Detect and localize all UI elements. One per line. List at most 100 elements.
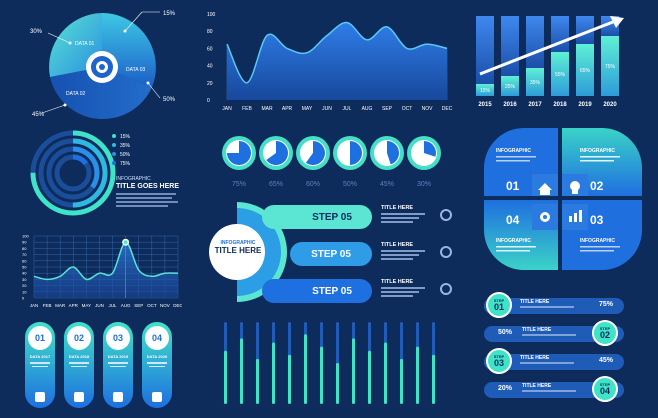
chart-icon: [152, 392, 162, 402]
area-xtick: SEP: [382, 106, 393, 112]
growth-bar-bg: [501, 16, 519, 76]
line-ytick: 60: [22, 258, 27, 263]
area-series-line: [226, 21, 448, 84]
line-ytick: 40: [22, 271, 27, 276]
chart-icon: [569, 210, 582, 222]
line-xtick: NOV: [160, 303, 170, 308]
lightbulb-icon: [570, 181, 580, 194]
lightbulb-icon: [440, 209, 452, 221]
step-list-percent: 45%: [599, 357, 614, 364]
column-card[interactable]: 03 DATA 2019: [103, 322, 133, 408]
vbar: [432, 354, 435, 404]
pie-callout-30: 30%: [30, 29, 43, 35]
line-xtick: DEC: [173, 303, 182, 308]
step-list-number: 02: [599, 330, 610, 340]
area-xtick: DEC: [442, 106, 453, 112]
infographic-label: INFOGRAPHIC: [116, 176, 151, 182]
step-list-number: 04: [599, 386, 610, 396]
step-list-percent: 75%: [599, 301, 614, 308]
step-pill[interactable]: STEP 05: [262, 205, 372, 229]
quad-infographic: INFOGRAPHIC INFOGRAPHIC INFOGRAPHIC INFO…: [484, 128, 642, 270]
line-xtick: AUG: [121, 303, 131, 308]
growth-arrow: [479, 18, 619, 76]
quad-number-03: 03: [590, 213, 604, 227]
area-xtick: FEB: [242, 106, 252, 112]
growth-bar-label: 55%: [555, 72, 566, 78]
radial-bar: [54, 154, 92, 192]
step-pill[interactable]: STEP 05: [290, 242, 372, 266]
area-ytick: 100: [207, 12, 216, 18]
step-title: TITLE HERE: [381, 205, 414, 211]
step-title: TITLE HERE: [381, 242, 414, 248]
area-xtick: JUL: [343, 106, 352, 112]
column-card[interactable]: 02 DATA 2018: [64, 322, 94, 408]
column-card[interactable]: 01 DATA 2017: [25, 322, 55, 408]
line-ytick: 80: [22, 246, 27, 251]
column-card[interactable]: 04 DATA 2020: [142, 322, 172, 408]
column-number: 04: [145, 326, 169, 350]
step-pill[interactable]: STEP 05: [262, 279, 372, 303]
vbar: [256, 358, 259, 404]
vbar: [320, 346, 323, 404]
line-ytick: 30: [22, 277, 27, 282]
step-list-title: TITLE HERE: [522, 383, 552, 389]
growth-bar-label: 25%: [505, 84, 516, 90]
radial-legend-dot: [112, 143, 116, 147]
step-pill-label: STEP 05: [311, 248, 351, 260]
percent-circle-label: 75%: [232, 181, 246, 188]
radial-bar: [30, 130, 116, 216]
radial-legend-label: 35%: [120, 143, 131, 149]
column-label: DATA 2019: [107, 354, 129, 359]
area-xtick: APR: [282, 106, 293, 112]
growth-bar-bg: [576, 16, 594, 44]
growth-bar-bg: [526, 16, 544, 68]
percent-circle-slice: [305, 141, 325, 165]
area-ytick: 20: [207, 81, 213, 87]
vbar: [352, 338, 355, 404]
growth-bar-year: 2015: [478, 102, 492, 108]
growth-bar: [551, 52, 569, 96]
step-list-badge: STEP 04: [592, 376, 618, 402]
pie-callout-50: 50%: [163, 97, 176, 103]
area-ytick: 0: [207, 98, 210, 104]
percent-circle-slice: [350, 141, 362, 165]
home-icon: [440, 246, 452, 258]
growth-bar: [576, 44, 594, 96]
home-icon: [35, 392, 45, 402]
pie-label-data03: DATA 03: [126, 67, 145, 73]
vbar: [304, 334, 307, 404]
percent-circle-label: 45%: [380, 181, 394, 188]
location-icon: [113, 392, 123, 402]
radial-legend-dot: [112, 152, 116, 156]
line-xtick: APR: [69, 303, 79, 308]
vertical-bars: [224, 322, 435, 404]
growth-bar-chart: 15% 2015 25% 2016 35% 2017 55% 2018 65% 2019 75% 20…: [476, 16, 624, 108]
area-ytick: 60: [207, 46, 213, 52]
radial-bar: [38, 138, 108, 208]
growth-bar: [526, 68, 544, 96]
radial-bar-chart: [30, 130, 116, 216]
vbar: [368, 350, 371, 404]
area-xtick: JUN: [322, 106, 332, 112]
vbar: [272, 342, 275, 404]
line-ytick: 20: [22, 283, 27, 288]
vbar: [336, 363, 339, 404]
growth-bar-label: 35%: [530, 80, 541, 86]
quad-title-02: INFOGRAPHIC: [580, 148, 615, 154]
step-pill-label: STEP 05: [312, 211, 352, 223]
column-number: 03: [106, 326, 130, 350]
pie-label-data01: DATA 01: [75, 41, 94, 47]
step-list-number: 03: [493, 358, 504, 368]
line-peak-dot-inner: [123, 240, 128, 245]
area-xtick: AUG: [362, 106, 373, 112]
data-pie-chart: DATA 01 DATA 02 DATA 03 30% 15% 50% 45%: [30, 11, 176, 120]
radial-legend: 15% 35% 50% 75%: [112, 134, 131, 167]
growth-bar-year: 2018: [553, 102, 567, 108]
step-title: TITLE HERE: [381, 279, 414, 285]
growth-bar-label: 15%: [480, 88, 491, 94]
radial-legend-label: 50%: [120, 152, 131, 158]
growth-bar: [601, 36, 619, 96]
gear-icon: [74, 392, 84, 402]
percent-circle-slice: [387, 141, 399, 165]
